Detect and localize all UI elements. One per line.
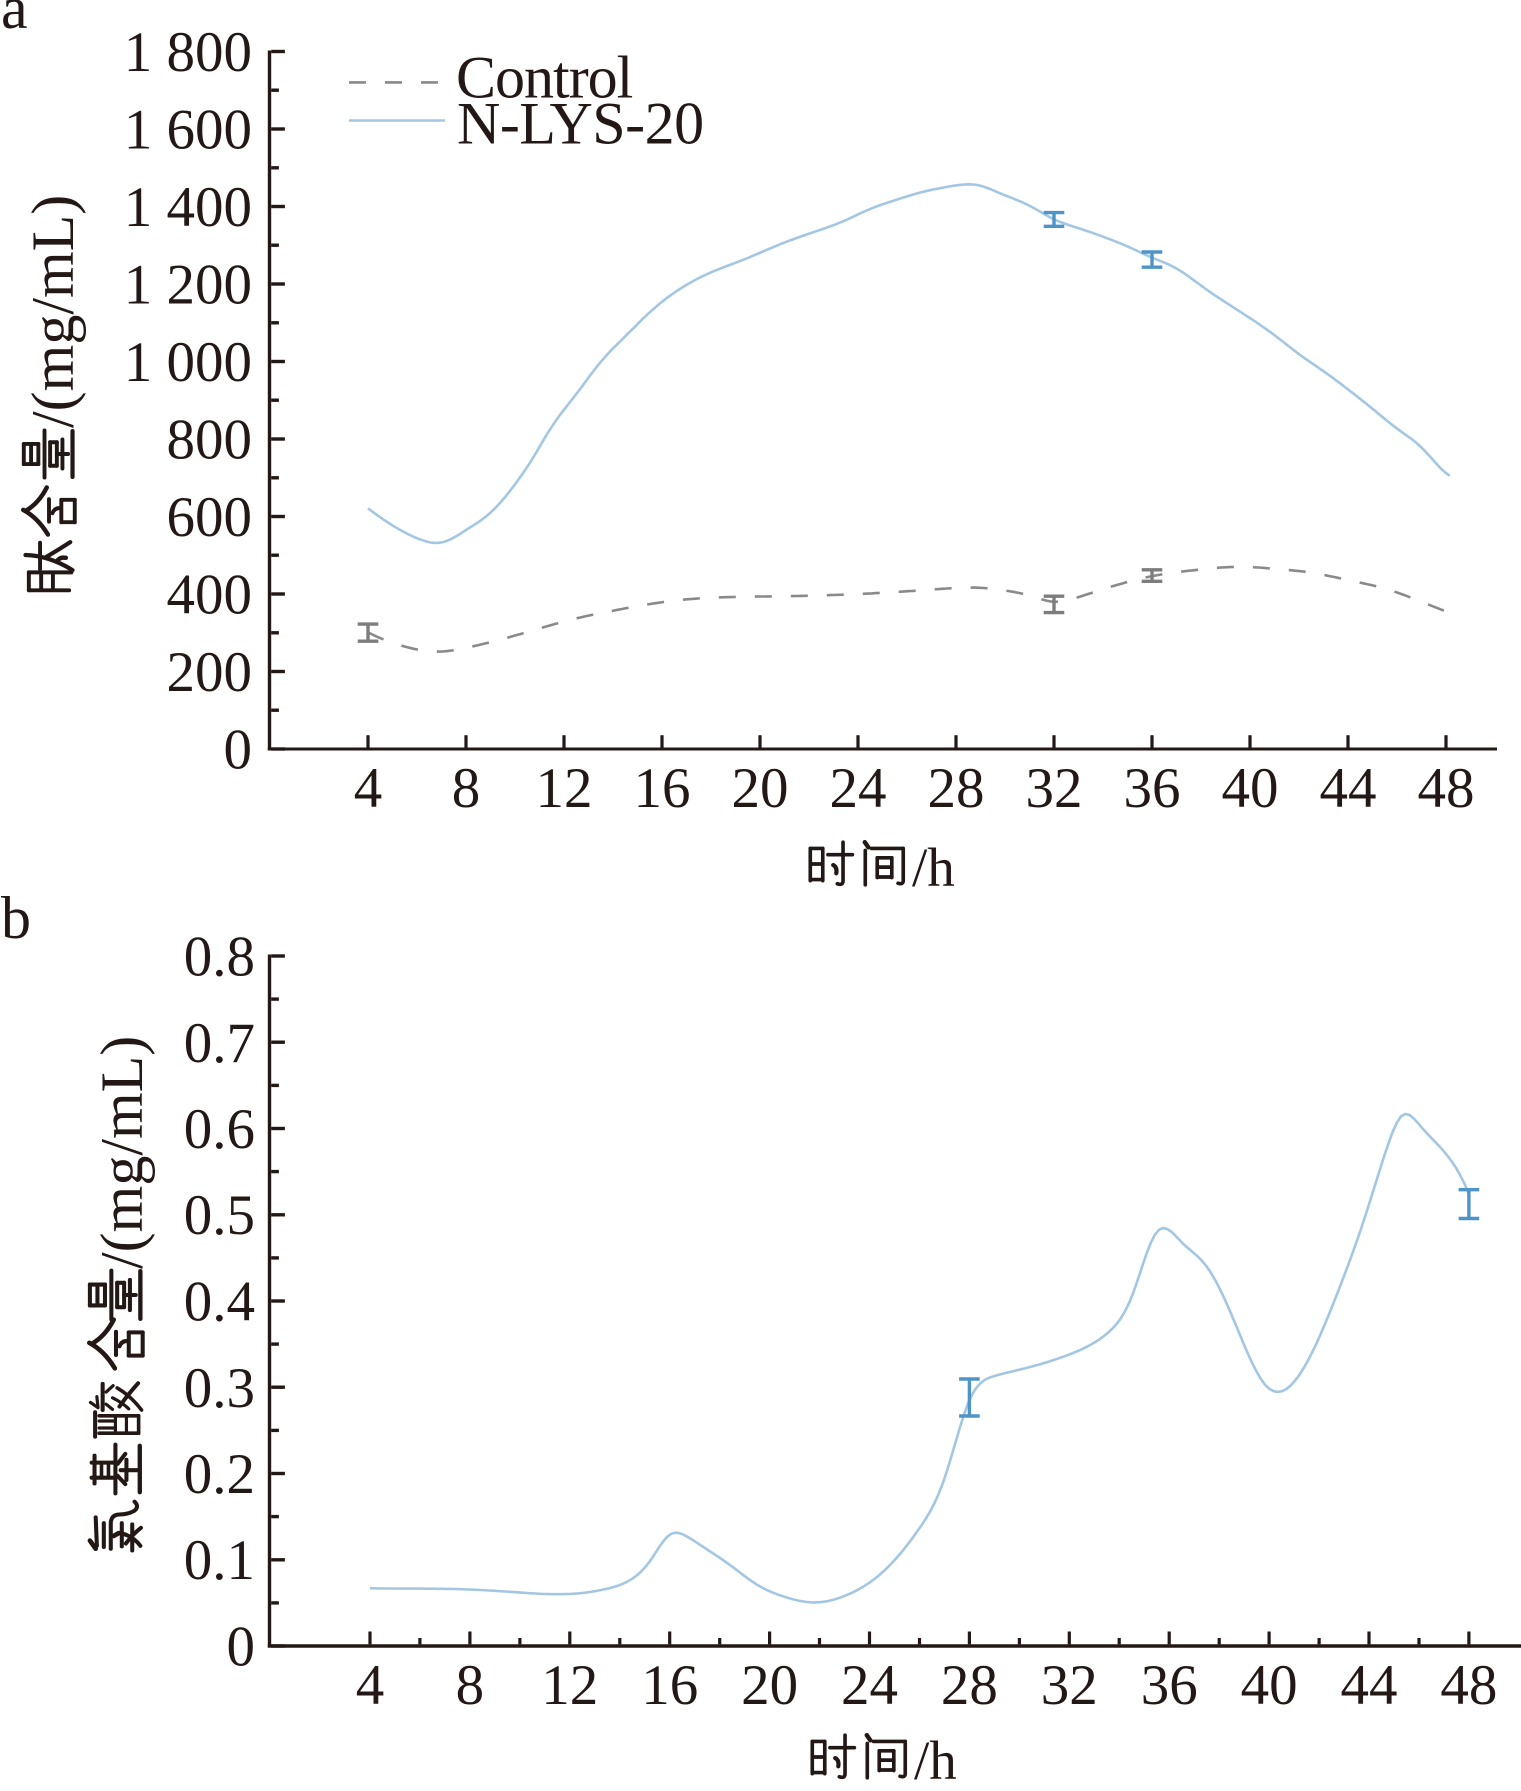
svg-text:12: 12 [541, 1654, 598, 1717]
svg-text:12: 12 [536, 757, 593, 820]
svg-text:28: 28 [941, 1654, 998, 1717]
svg-text:8: 8 [452, 757, 481, 820]
svg-text:0.2: 0.2 [184, 1443, 255, 1506]
svg-text:0: 0 [227, 1616, 256, 1679]
svg-text:0.4: 0.4 [184, 1271, 255, 1334]
svg-text:/(mg/mL): /(mg/mL) [20, 195, 86, 428]
svg-text:20: 20 [741, 1654, 798, 1717]
svg-text:0.8: 0.8 [184, 926, 255, 989]
svg-text:36: 36 [1141, 1654, 1198, 1717]
svg-text:b: b [1, 885, 31, 951]
svg-text:32: 32 [1026, 757, 1083, 820]
svg-text:48: 48 [1418, 757, 1475, 820]
svg-text:20: 20 [732, 757, 789, 820]
svg-text:Control: Control [456, 45, 633, 111]
svg-text:0.1: 0.1 [184, 1529, 255, 1592]
svg-text:44: 44 [1320, 757, 1377, 820]
svg-text:200: 200 [167, 641, 253, 704]
svg-text:a: a [1, 0, 28, 41]
svg-text:4: 4 [356, 1654, 385, 1717]
svg-text:44: 44 [1341, 1654, 1398, 1717]
svg-text:24: 24 [841, 1654, 898, 1717]
svg-text:36: 36 [1124, 757, 1181, 820]
svg-text:800: 800 [167, 409, 253, 472]
svg-text:16: 16 [641, 1654, 698, 1717]
svg-text:1 200: 1 200 [124, 254, 252, 317]
svg-text:1 600: 1 600 [124, 99, 252, 162]
svg-text:32: 32 [1041, 1654, 1098, 1717]
svg-text:40: 40 [1241, 1654, 1298, 1717]
svg-text:28: 28 [928, 757, 985, 820]
svg-text:/h: /h [912, 837, 955, 898]
svg-text:40: 40 [1222, 757, 1279, 820]
svg-text:0.7: 0.7 [184, 1012, 255, 1075]
svg-text:/(mg/mL): /(mg/mL) [89, 1036, 155, 1269]
svg-text:0: 0 [224, 719, 253, 782]
svg-text:N-LYS-20: N-LYS-20 [457, 91, 704, 157]
svg-text:16: 16 [634, 757, 691, 820]
svg-text:/h: /h [914, 1730, 957, 1786]
svg-text:1 000: 1 000 [124, 331, 252, 394]
svg-text:0.6: 0.6 [184, 1098, 255, 1161]
svg-text:1 800: 1 800 [124, 21, 252, 84]
svg-text:0.5: 0.5 [184, 1184, 255, 1247]
svg-text:1 400: 1 400 [124, 176, 252, 239]
svg-text:8: 8 [456, 1654, 485, 1717]
svg-text:4: 4 [354, 757, 383, 820]
svg-text:600: 600 [167, 486, 253, 549]
svg-text:24: 24 [830, 757, 887, 820]
svg-text:48: 48 [1440, 1654, 1497, 1717]
svg-text:0.3: 0.3 [184, 1357, 255, 1420]
svg-text:400: 400 [167, 564, 253, 627]
